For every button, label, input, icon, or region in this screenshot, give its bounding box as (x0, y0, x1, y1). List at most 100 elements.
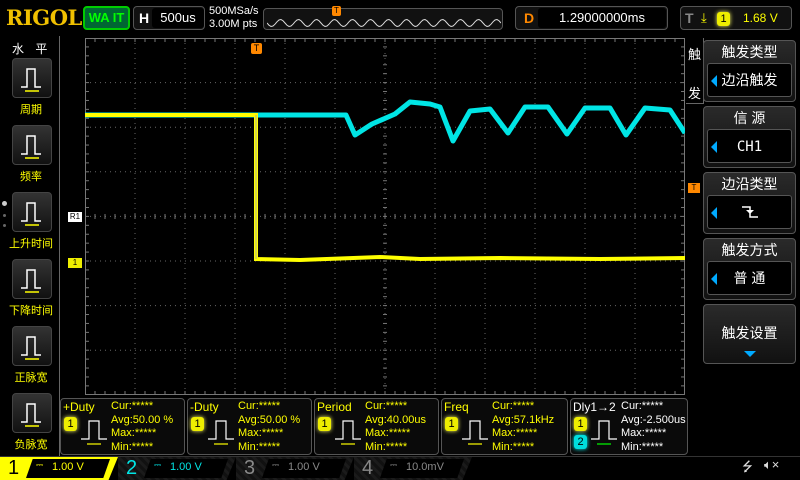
negative-width-measure-button[interactable] (12, 393, 52, 433)
chevron-down-icon (744, 351, 756, 357)
trigger-sweep-button[interactable]: 触发方式普 通 (703, 238, 796, 300)
menu-title: 边沿类型 (721, 176, 778, 192)
max-value: Max:***** (238, 427, 284, 439)
period-measure-button[interactable] (12, 58, 52, 98)
fall-time-icon (21, 269, 41, 293)
trigger-menu-tab[interactable]: 触 发 (686, 38, 704, 104)
measurement-2[interactable]: Period 1 Cur:***** Avg:40.00us Max:*****… (314, 398, 439, 455)
delay-value: 1.29000000ms (538, 8, 666, 28)
divider (0, 456, 800, 457)
measurement-1[interactable]: -Duty 1 Cur:***** Avg:50.00 % Max:***** … (187, 398, 312, 455)
ch2-trace (85, 99, 685, 144)
sample-info: 500MSa/s 3.00M pts (209, 5, 259, 31)
mute-speaker-icon[interactable]: 🔈︎× (764, 457, 780, 472)
channel-4-tab[interactable]: 4 ⎓ 10.0mV (354, 457, 472, 480)
trigger-box[interactable]: T ⤓ 1 1.68 V (680, 6, 792, 30)
usb-icon: ⭍ (742, 459, 753, 474)
arrow-left-icon (711, 207, 717, 219)
measurement-3[interactable]: Freq 1 Cur:***** Avg:57.1kHz Max:***** M… (441, 398, 568, 455)
avg-value: Avg:40.00us (365, 413, 426, 426)
trigger-position-marker[interactable]: T (251, 43, 262, 54)
measure-wave-icon (462, 420, 488, 445)
min-value: Min:***** (238, 440, 281, 453)
measurement-name: Period (317, 400, 352, 414)
max-value: Max:***** (111, 427, 157, 439)
trigger-level: 1.68 V (743, 11, 778, 25)
positive-width-measure-button[interactable] (12, 326, 52, 366)
menu-title: 触发类型 (721, 44, 778, 60)
tab-label: 发 (688, 86, 702, 101)
memory-depth: 3.00M pts (209, 18, 258, 30)
edge-type-button[interactable]: 边沿类型 (703, 172, 796, 234)
rise-time-measure-button[interactable] (12, 192, 52, 232)
arrow-left-icon (711, 75, 717, 87)
page-indicator-dot (3, 214, 6, 217)
dc-coupling-icon: ⎓ (390, 460, 398, 470)
menu-item-label: 频率 (20, 171, 42, 183)
arrow-left-icon (711, 273, 717, 285)
page-indicator-dot (3, 224, 6, 227)
negative-width-icon (21, 403, 41, 427)
channel-number: 4 (362, 457, 374, 479)
falling-edge-icon (741, 206, 758, 218)
delay-box[interactable]: D 1.29000000ms (515, 6, 668, 30)
measurement-name: Dly1→2 (573, 400, 616, 414)
ch1-offset-marker[interactable]: 1 (68, 258, 82, 268)
dc-coupling-icon: ⎓ (272, 460, 280, 470)
waveform-grid[interactable] (85, 38, 685, 395)
measurement-name: Freq (444, 400, 469, 414)
trigger-source-button[interactable]: 信 源 CH1 (703, 106, 796, 168)
ref-r1-marker[interactable]: R1 (68, 212, 82, 222)
channel-badge: 1 (64, 417, 77, 431)
measure-wave-icon (81, 420, 107, 445)
cur-value: Cur:***** (492, 400, 535, 412)
rise-time-icon (21, 202, 41, 226)
channel-scale-box: ⎓ 1.00 V (144, 459, 228, 478)
measurement-4[interactable]: Dly1→2 1 2 Cur:***** Avg:-2.500us Max:**… (570, 398, 688, 455)
channel-number: 1 (8, 457, 20, 479)
cur-value: Cur:***** (621, 400, 664, 412)
channel-badge: 2 (574, 435, 587, 449)
channel-badge: 1 (445, 417, 458, 431)
frequency-measure-button[interactable] (12, 125, 52, 165)
menu-value: 普 通 (707, 261, 792, 295)
menu-title: 信 源 (733, 110, 766, 126)
measurement-0[interactable]: +Duty 1 Cur:***** Avg:50.00 % Max:***** … (60, 398, 185, 455)
menu-value (707, 195, 792, 229)
page-indicator-dot (2, 201, 7, 206)
menu-item-label: 周期 (20, 104, 42, 116)
fall-time-measure-button[interactable] (12, 259, 52, 299)
arrow-left-icon (711, 141, 717, 153)
run-status-badge[interactable]: WA IT (83, 6, 130, 30)
channel-1-tab[interactable]: 1 ⎓ 1.00 V (0, 457, 118, 480)
cur-value: Cur:***** (111, 400, 154, 412)
sample-rate: 500MSa/s (209, 5, 259, 17)
trigger-level-marker[interactable]: T (688, 183, 700, 193)
avg-value: Avg:57.1kHz (492, 413, 555, 426)
delay-label: D (524, 10, 535, 26)
channel-3-tab[interactable]: 3 ⎓ 1.00 V (236, 457, 354, 480)
timebase-box[interactable]: H 500us (133, 6, 205, 30)
falling-edge-icon: ⤓ (701, 10, 707, 25)
menu-value-text: 边沿触发 (721, 72, 778, 88)
channel-2-tab[interactable]: 2 ⎓ 1.00 V (118, 457, 236, 480)
measurement-name: +Duty (63, 400, 95, 414)
min-value: Min:***** (492, 440, 535, 453)
trigger-type-button[interactable]: 触发类型 边沿触发 (703, 40, 796, 102)
channel-scale: 1.00 V (288, 461, 320, 473)
menu-value-text: CH1 (736, 139, 763, 155)
dc-coupling-icon: ⎓ (154, 460, 162, 470)
channel-scale-box: ⎓ 10.0mV (380, 459, 464, 478)
trigger-label: T (685, 10, 694, 26)
menu-title: 触发设置 (721, 325, 778, 341)
measure-wave-icon (335, 420, 361, 445)
tab-label: 触 (688, 47, 702, 62)
channel-badge: 1 (574, 417, 587, 431)
max-value: Max:***** (621, 427, 667, 439)
waveform-overview[interactable]: T (263, 6, 503, 30)
max-value: Max:***** (492, 427, 538, 439)
horizontal-label: H (139, 10, 150, 26)
trigger-setup-button[interactable]: 触发设置 (703, 304, 796, 364)
period-icon (21, 68, 41, 92)
channel-scale: 10.0mV (406, 461, 444, 473)
